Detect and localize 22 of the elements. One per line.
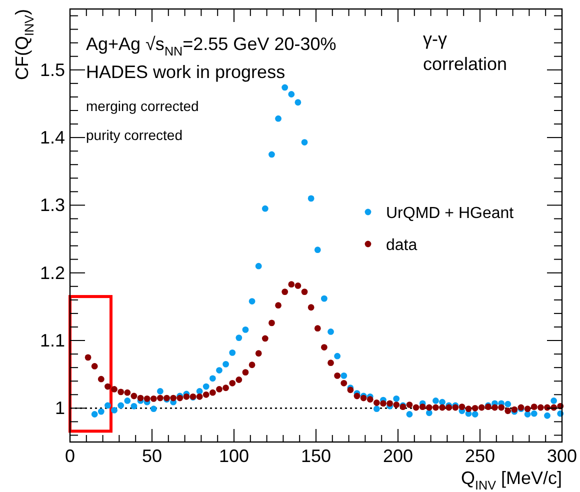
annotation: γ-γ: [423, 29, 447, 49]
legend-label: UrQMD + HGeant: [386, 205, 514, 222]
x-tick-label: 300: [546, 446, 578, 466]
y-tick-label: 1.1: [40, 330, 65, 351]
x-tick-label: 0: [64, 446, 76, 466]
annotation: Ag+Ag √s$_{NN}$=2.55 GeV 20-30%: [86, 34, 336, 58]
annotation: merging corrected: [86, 98, 199, 114]
y-tick-label: 1.5: [40, 60, 65, 80]
y-tick-label: 1.3: [40, 195, 65, 216]
y-tick-label: 1: [54, 398, 65, 418]
x-tick-label: 250: [464, 446, 496, 466]
x-axis-title: Q$_{INV}$ [MeV/c]: [460, 468, 562, 492]
annotation: purity corrected: [86, 127, 182, 143]
annotation: HADES work in progress: [86, 62, 286, 82]
x-tick-label: 200: [382, 446, 414, 466]
y-tick-label: 1.4: [40, 128, 65, 148]
x-tick-label: 150: [300, 446, 332, 466]
annotation: correlation: [423, 54, 508, 74]
x-tick-label: 50: [142, 446, 162, 466]
y-tick-label: 1.2: [40, 262, 65, 283]
legend-label: data: [386, 237, 418, 254]
x-tick-label: 100: [218, 446, 250, 466]
